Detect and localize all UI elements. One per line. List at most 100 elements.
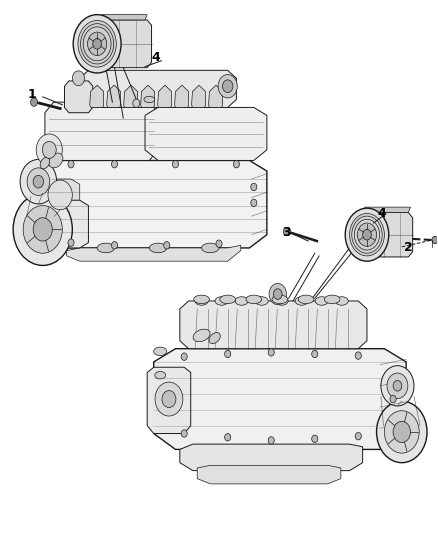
Circle shape (269, 284, 286, 305)
Circle shape (162, 391, 176, 408)
Circle shape (233, 160, 240, 168)
Circle shape (48, 180, 72, 210)
Polygon shape (67, 245, 241, 261)
Polygon shape (180, 301, 367, 349)
Circle shape (112, 241, 117, 249)
Circle shape (432, 236, 438, 244)
Polygon shape (180, 444, 363, 471)
Circle shape (355, 352, 361, 359)
Circle shape (393, 421, 410, 442)
Polygon shape (141, 85, 155, 108)
Ellipse shape (149, 243, 167, 253)
Polygon shape (175, 85, 188, 108)
Ellipse shape (40, 157, 49, 169)
Circle shape (355, 432, 361, 440)
Circle shape (73, 14, 121, 73)
Ellipse shape (49, 153, 63, 168)
Circle shape (72, 71, 85, 86)
Ellipse shape (194, 295, 209, 304)
Ellipse shape (295, 297, 308, 305)
Circle shape (88, 32, 107, 55)
Circle shape (42, 141, 56, 158)
Circle shape (225, 350, 231, 358)
Circle shape (31, 98, 38, 107)
Circle shape (390, 395, 396, 403)
Circle shape (385, 411, 419, 453)
Text: 3: 3 (282, 225, 291, 239)
Ellipse shape (155, 372, 166, 379)
Circle shape (27, 168, 49, 196)
Polygon shape (45, 160, 267, 248)
Ellipse shape (215, 297, 228, 305)
Polygon shape (365, 207, 410, 213)
Ellipse shape (97, 243, 115, 253)
Ellipse shape (272, 295, 288, 304)
Polygon shape (154, 349, 406, 449)
Circle shape (312, 350, 318, 358)
Circle shape (181, 430, 187, 437)
Ellipse shape (193, 329, 210, 342)
Text: 2: 2 (404, 241, 413, 254)
Circle shape (251, 183, 257, 191)
Polygon shape (145, 108, 267, 160)
Circle shape (218, 75, 237, 98)
Circle shape (78, 20, 116, 67)
Polygon shape (358, 213, 413, 257)
Ellipse shape (220, 295, 236, 304)
Circle shape (381, 366, 414, 406)
Circle shape (393, 381, 402, 391)
Circle shape (273, 289, 282, 300)
Polygon shape (124, 85, 138, 108)
Ellipse shape (335, 297, 348, 305)
Circle shape (377, 401, 427, 463)
Polygon shape (45, 102, 158, 160)
Circle shape (181, 353, 187, 360)
Polygon shape (191, 85, 205, 108)
Circle shape (133, 99, 140, 108)
Ellipse shape (246, 295, 261, 304)
Text: 4: 4 (378, 207, 387, 220)
Ellipse shape (209, 333, 220, 344)
Polygon shape (80, 70, 237, 108)
Ellipse shape (315, 297, 328, 305)
Circle shape (223, 80, 233, 93)
Circle shape (268, 349, 274, 356)
Text: 4: 4 (152, 51, 160, 63)
Polygon shape (64, 81, 93, 113)
Ellipse shape (195, 297, 208, 305)
Circle shape (20, 159, 57, 204)
Circle shape (268, 437, 274, 444)
Circle shape (350, 214, 385, 256)
Circle shape (251, 199, 257, 207)
Circle shape (312, 435, 318, 442)
Circle shape (68, 239, 74, 246)
Circle shape (283, 227, 290, 236)
Circle shape (173, 160, 179, 168)
Polygon shape (107, 85, 120, 108)
Circle shape (33, 217, 52, 241)
Circle shape (93, 38, 102, 49)
Circle shape (112, 160, 117, 168)
Polygon shape (95, 20, 152, 68)
Polygon shape (197, 465, 341, 484)
Polygon shape (208, 85, 223, 108)
Polygon shape (158, 85, 172, 108)
Circle shape (155, 382, 183, 416)
Circle shape (387, 373, 408, 399)
Ellipse shape (275, 297, 288, 305)
Ellipse shape (144, 96, 155, 103)
Ellipse shape (324, 295, 340, 304)
Ellipse shape (255, 297, 268, 305)
Polygon shape (36, 179, 80, 208)
Ellipse shape (154, 347, 167, 356)
Circle shape (225, 433, 231, 441)
Polygon shape (36, 200, 88, 248)
Circle shape (357, 223, 377, 246)
Ellipse shape (298, 295, 314, 304)
Ellipse shape (235, 297, 248, 305)
Polygon shape (102, 14, 147, 20)
Circle shape (345, 208, 389, 261)
Circle shape (13, 193, 72, 265)
Circle shape (216, 240, 222, 247)
Text: 1: 1 (28, 87, 36, 101)
